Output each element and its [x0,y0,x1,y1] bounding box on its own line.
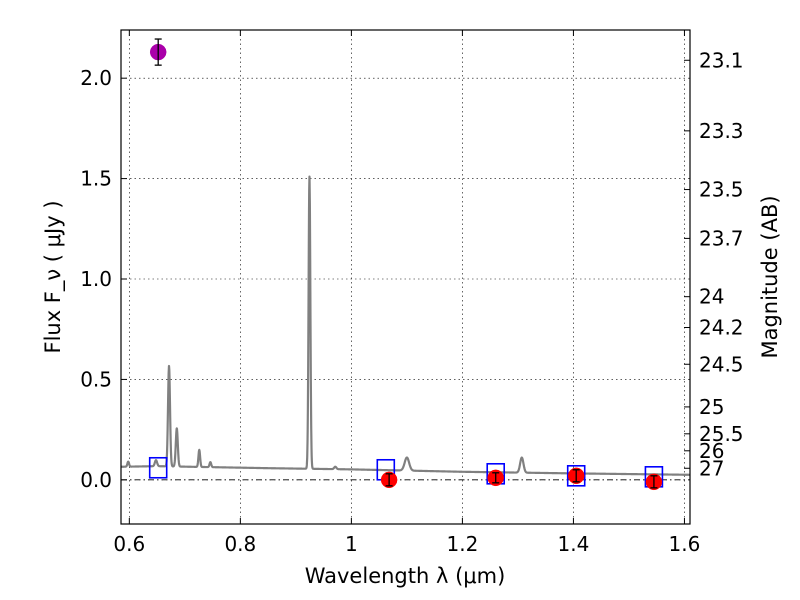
y-tick-label: 0.5 [80,367,112,391]
right-tick-label: 23.1 [699,48,744,72]
x-tick-label: 0.8 [224,532,256,556]
y-tick-label: 0.0 [80,468,112,492]
y-tick-label: 2.0 [80,66,112,90]
right-tick-label: 23.3 [699,119,744,143]
data-markers [148,38,664,491]
x-axis-label: Wavelength λ (μm) [305,564,506,588]
x-tick-label: 0.6 [113,532,145,556]
right-tick-label: 23.5 [699,178,744,202]
right-tick-label: 27 [699,456,724,480]
right-tick-label: 25.5 [699,422,744,446]
x-tick-label: 1.4 [558,532,590,556]
right-tick-label: 24.5 [699,352,744,376]
x-tick-label: 1.6 [669,532,701,556]
band-flux-square [566,465,586,487]
y-tick-label: 1.5 [80,167,112,191]
right-tick-label: 23.7 [699,226,744,250]
y-axis-label: Flux F_ν ( μJy ) [41,200,66,353]
axis-ticks: 0.6 0.8 1 1.2 1.4 1.6 0.0 0.5 1.0 1.5 2.0 23.1 23.3 2… [80,30,744,556]
right-tick-label: 25 [699,395,724,419]
y-tick-label: 1.0 [80,267,112,291]
plot-background [121,30,690,524]
right-tick-label: 24.2 [699,315,744,339]
x-tick-label: 1.2 [446,532,478,556]
band-flux-square [148,456,168,479]
plot-frame [120,29,691,525]
x-tick-label: 1 [345,532,358,556]
right-tick-label: 26 [699,439,724,463]
right-tick-label: 24 [699,285,724,309]
right-axis-label: Magnitude (AB) [758,195,782,358]
